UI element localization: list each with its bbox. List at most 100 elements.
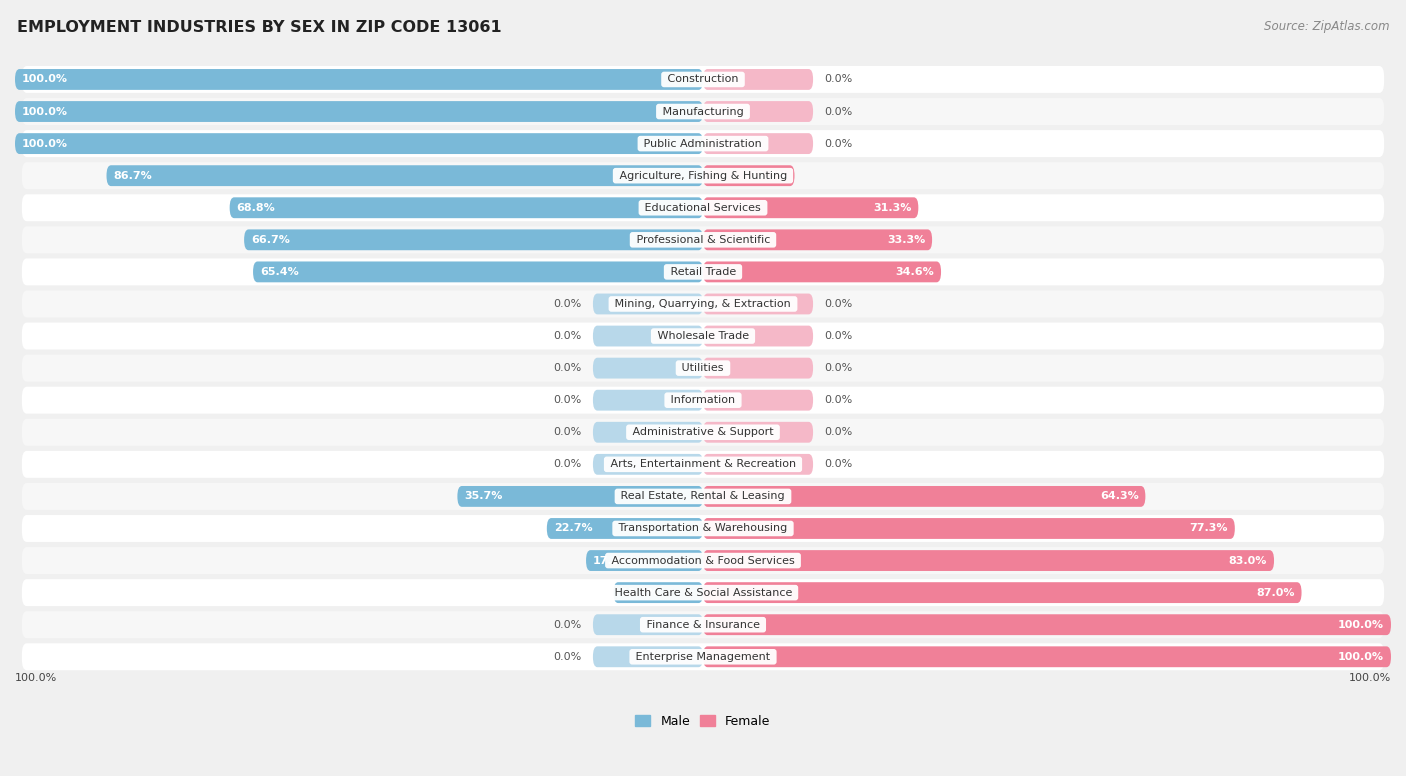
FancyBboxPatch shape <box>22 227 1384 253</box>
Text: Arts, Entertainment & Recreation: Arts, Entertainment & Recreation <box>606 459 800 469</box>
Text: Utilities: Utilities <box>679 363 727 373</box>
Text: 13.0%: 13.0% <box>620 587 659 598</box>
FancyBboxPatch shape <box>586 550 703 571</box>
Text: 100.0%: 100.0% <box>1339 652 1384 662</box>
FancyBboxPatch shape <box>253 262 703 282</box>
Text: 65.4%: 65.4% <box>260 267 298 277</box>
Text: Real Estate, Rental & Leasing: Real Estate, Rental & Leasing <box>617 491 789 501</box>
FancyBboxPatch shape <box>15 69 703 90</box>
Text: 77.3%: 77.3% <box>1189 524 1227 533</box>
Text: Agriculture, Fishing & Hunting: Agriculture, Fishing & Hunting <box>616 171 790 181</box>
Text: 100.0%: 100.0% <box>15 673 58 683</box>
Text: 66.7%: 66.7% <box>252 235 290 244</box>
FancyBboxPatch shape <box>22 194 1384 221</box>
Text: 0.0%: 0.0% <box>554 459 582 469</box>
FancyBboxPatch shape <box>703 293 813 314</box>
FancyBboxPatch shape <box>245 230 703 250</box>
FancyBboxPatch shape <box>703 101 813 122</box>
Text: 100.0%: 100.0% <box>22 106 67 116</box>
FancyBboxPatch shape <box>703 197 918 218</box>
FancyBboxPatch shape <box>22 643 1384 670</box>
FancyBboxPatch shape <box>593 454 703 475</box>
FancyBboxPatch shape <box>703 230 932 250</box>
Text: Manufacturing: Manufacturing <box>659 106 747 116</box>
Text: Source: ZipAtlas.com: Source: ZipAtlas.com <box>1264 20 1389 33</box>
FancyBboxPatch shape <box>703 550 1274 571</box>
Text: 0.0%: 0.0% <box>824 106 852 116</box>
Text: 0.0%: 0.0% <box>824 395 852 405</box>
FancyBboxPatch shape <box>703 454 813 475</box>
Text: Professional & Scientific: Professional & Scientific <box>633 235 773 244</box>
Text: 0.0%: 0.0% <box>824 139 852 149</box>
Text: Transportation & Warehousing: Transportation & Warehousing <box>616 524 790 533</box>
Text: Retail Trade: Retail Trade <box>666 267 740 277</box>
FancyBboxPatch shape <box>703 390 813 411</box>
FancyBboxPatch shape <box>703 422 813 442</box>
Text: 68.8%: 68.8% <box>236 203 276 213</box>
Text: 34.6%: 34.6% <box>896 267 934 277</box>
Text: 33.3%: 33.3% <box>887 235 925 244</box>
FancyBboxPatch shape <box>593 326 703 346</box>
Text: 31.3%: 31.3% <box>873 203 911 213</box>
Text: 0.0%: 0.0% <box>824 459 852 469</box>
Text: 100.0%: 100.0% <box>22 74 67 85</box>
FancyBboxPatch shape <box>22 258 1384 286</box>
FancyBboxPatch shape <box>593 615 703 635</box>
FancyBboxPatch shape <box>703 165 794 186</box>
Text: 0.0%: 0.0% <box>554 331 582 341</box>
FancyBboxPatch shape <box>703 646 1391 667</box>
Text: 13.3%: 13.3% <box>749 171 787 181</box>
FancyBboxPatch shape <box>229 197 703 218</box>
FancyBboxPatch shape <box>22 98 1384 125</box>
Text: Health Care & Social Assistance: Health Care & Social Assistance <box>610 587 796 598</box>
Text: Public Administration: Public Administration <box>640 139 766 149</box>
FancyBboxPatch shape <box>593 293 703 314</box>
Text: 64.3%: 64.3% <box>1099 491 1139 501</box>
FancyBboxPatch shape <box>22 547 1384 574</box>
FancyBboxPatch shape <box>703 358 813 379</box>
FancyBboxPatch shape <box>703 486 1146 507</box>
FancyBboxPatch shape <box>22 355 1384 382</box>
Text: 0.0%: 0.0% <box>554 363 582 373</box>
Text: 100.0%: 100.0% <box>22 139 67 149</box>
Text: Finance & Insurance: Finance & Insurance <box>643 620 763 629</box>
Text: 0.0%: 0.0% <box>824 363 852 373</box>
FancyBboxPatch shape <box>15 133 703 154</box>
FancyBboxPatch shape <box>22 130 1384 157</box>
FancyBboxPatch shape <box>593 422 703 442</box>
FancyBboxPatch shape <box>613 582 703 603</box>
Text: 83.0%: 83.0% <box>1229 556 1267 566</box>
Text: 0.0%: 0.0% <box>824 331 852 341</box>
FancyBboxPatch shape <box>107 165 703 186</box>
FancyBboxPatch shape <box>703 518 1234 539</box>
FancyBboxPatch shape <box>22 290 1384 317</box>
Text: 35.7%: 35.7% <box>464 491 502 501</box>
Text: 0.0%: 0.0% <box>824 299 852 309</box>
Text: Mining, Quarrying, & Extraction: Mining, Quarrying, & Extraction <box>612 299 794 309</box>
FancyBboxPatch shape <box>703 133 813 154</box>
FancyBboxPatch shape <box>22 483 1384 510</box>
Text: 0.0%: 0.0% <box>824 428 852 437</box>
FancyBboxPatch shape <box>22 579 1384 606</box>
Text: EMPLOYMENT INDUSTRIES BY SEX IN ZIP CODE 13061: EMPLOYMENT INDUSTRIES BY SEX IN ZIP CODE… <box>17 20 502 35</box>
FancyBboxPatch shape <box>703 326 813 346</box>
FancyBboxPatch shape <box>593 646 703 667</box>
FancyBboxPatch shape <box>703 262 941 282</box>
Text: Administrative & Support: Administrative & Support <box>628 428 778 437</box>
Text: 0.0%: 0.0% <box>554 395 582 405</box>
Text: 86.7%: 86.7% <box>114 171 152 181</box>
Text: 0.0%: 0.0% <box>554 652 582 662</box>
Text: 22.7%: 22.7% <box>554 524 592 533</box>
Text: 100.0%: 100.0% <box>1339 620 1384 629</box>
Text: Information: Information <box>668 395 738 405</box>
Text: Educational Services: Educational Services <box>641 203 765 213</box>
FancyBboxPatch shape <box>22 162 1384 189</box>
Text: 0.0%: 0.0% <box>554 428 582 437</box>
Text: Wholesale Trade: Wholesale Trade <box>654 331 752 341</box>
FancyBboxPatch shape <box>22 386 1384 414</box>
FancyBboxPatch shape <box>593 358 703 379</box>
FancyBboxPatch shape <box>22 419 1384 445</box>
FancyBboxPatch shape <box>22 323 1384 349</box>
FancyBboxPatch shape <box>22 451 1384 478</box>
Text: 0.0%: 0.0% <box>824 74 852 85</box>
